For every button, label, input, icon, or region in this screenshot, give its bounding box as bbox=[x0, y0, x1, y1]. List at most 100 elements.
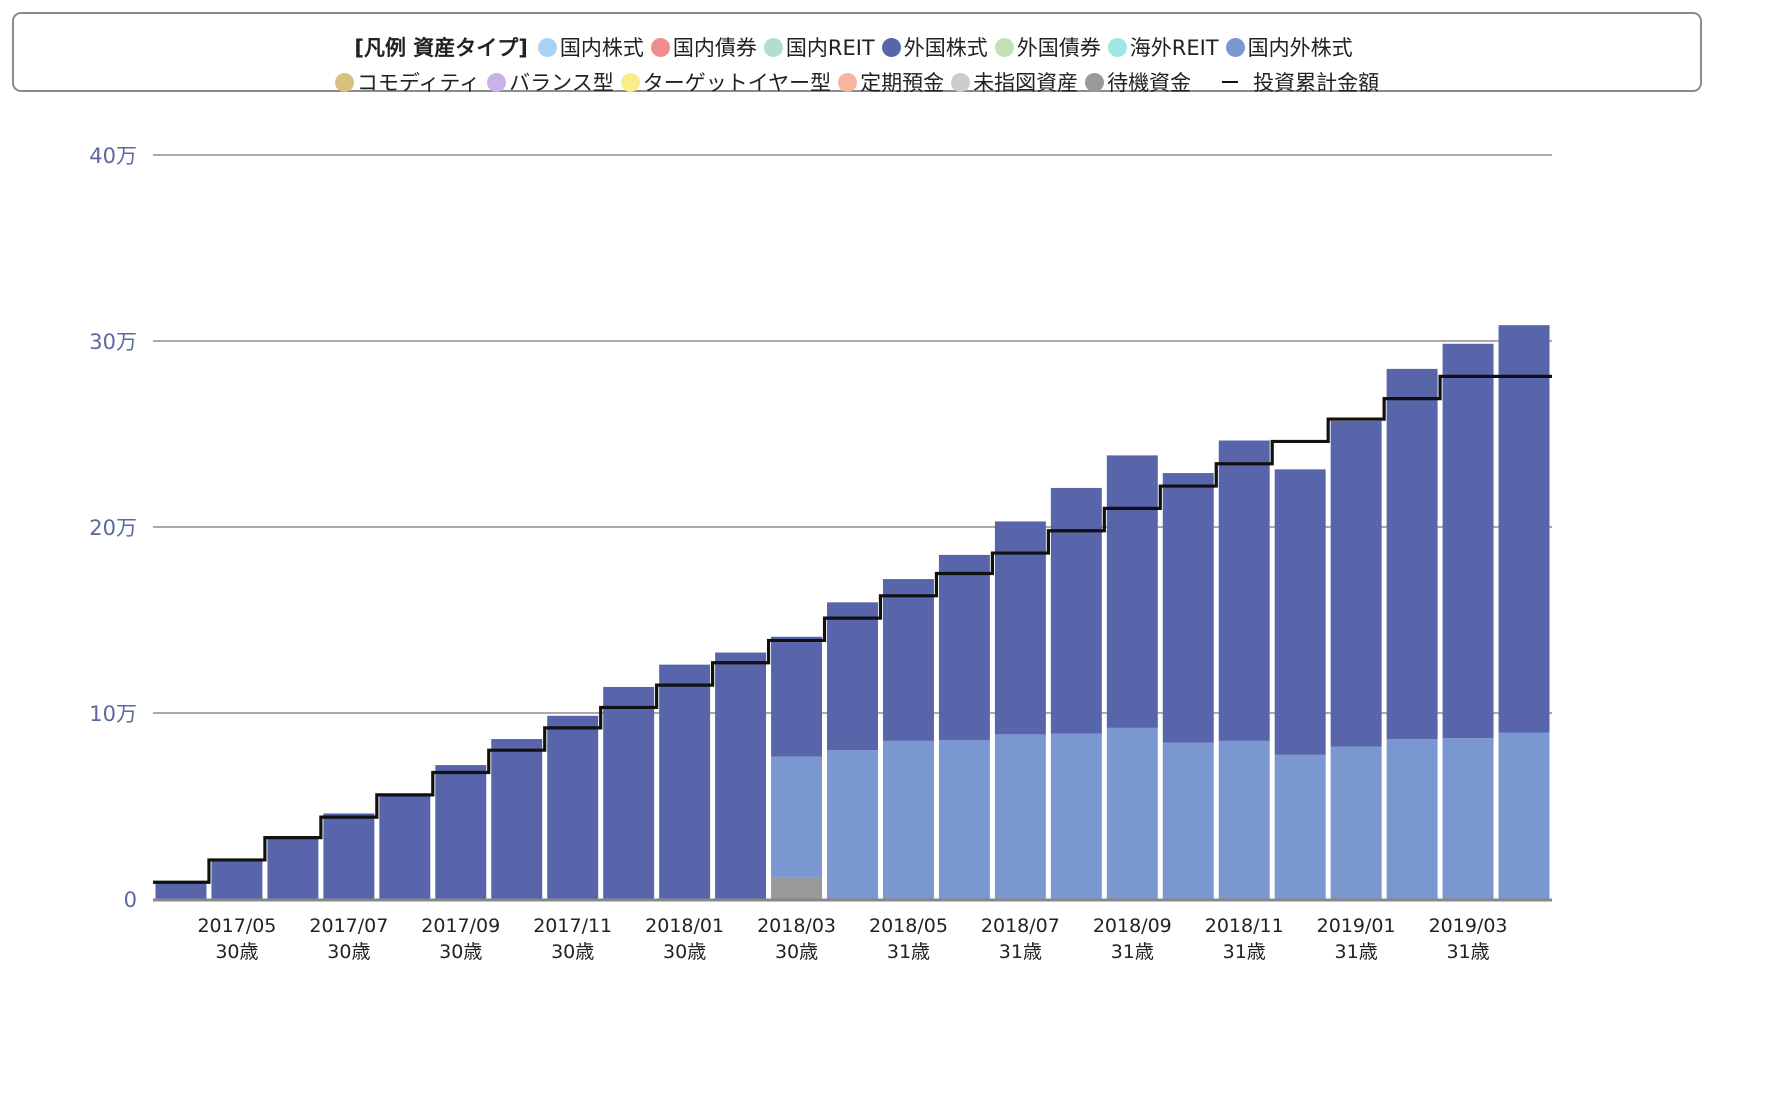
y-tick-label: 10万 bbox=[89, 702, 137, 726]
legend-item-label: 外国株式 bbox=[903, 36, 988, 60]
bar-segment bbox=[603, 686, 655, 899]
legend-title: [凡例 資産タイプ] bbox=[354, 36, 528, 60]
bar-segment bbox=[491, 739, 543, 899]
legend-item-label: 海外REIT bbox=[1129, 36, 1219, 60]
bar-segment bbox=[994, 734, 1046, 899]
legend-color-dot-icon bbox=[620, 72, 640, 92]
bar-segment bbox=[1442, 738, 1494, 899]
bar-segment bbox=[1106, 727, 1158, 899]
bar-segment bbox=[1442, 343, 1494, 739]
legend-item: 海外REIT bbox=[1107, 32, 1219, 62]
bar-segment bbox=[827, 750, 878, 899]
bar-segment bbox=[155, 883, 207, 899]
bar-segment bbox=[771, 636, 823, 757]
bar-segment bbox=[211, 859, 263, 899]
x-tick-label: 2018/01 bbox=[645, 915, 724, 937]
legend-item: ターゲットイヤー型 bbox=[620, 67, 831, 97]
legend-row-1: [凡例 資産タイプ] 国内株式 国内債券 国内REIT 外国株式 外国債券 海外REIT 国… bbox=[14, 32, 1700, 62]
x-tick-label: 2019/01 bbox=[1317, 915, 1396, 937]
bar-segment bbox=[547, 715, 599, 899]
y-tick-label: 30万 bbox=[89, 330, 137, 354]
x-tick-label: 2017/11 bbox=[533, 915, 612, 937]
x-tick-age-label: 31歳 bbox=[1446, 941, 1489, 963]
legend-item: コモディティ bbox=[334, 67, 481, 97]
legend-color-dot-icon bbox=[650, 37, 670, 57]
bar-segment bbox=[771, 877, 823, 899]
bar-segment bbox=[659, 664, 711, 899]
x-tick-age-label: 30歳 bbox=[663, 941, 706, 963]
legend-line-dash-icon bbox=[1222, 81, 1239, 83]
legend-item-label: 国内株式 bbox=[559, 36, 644, 60]
legend-line-label: 投資累計金額 bbox=[1253, 71, 1380, 95]
x-tick-label: 2017/07 bbox=[309, 915, 388, 937]
x-tick-label: 2017/09 bbox=[421, 915, 500, 937]
x-tick-age-label: 30歳 bbox=[775, 941, 818, 963]
legend-color-dot-icon bbox=[1225, 37, 1245, 57]
bar-segment bbox=[1050, 487, 1102, 734]
x-tick-label: 2018/03 bbox=[757, 915, 836, 937]
bar-segment bbox=[1162, 742, 1214, 899]
legend: [凡例 資産タイプ] 国内株式 国内債券 国内REIT 外国株式 外国債券 海外REIT 国… bbox=[12, 12, 1702, 95]
bar-segment bbox=[938, 739, 990, 899]
legend-item-label: 国内債券 bbox=[672, 36, 757, 60]
bar-segment bbox=[1330, 420, 1382, 747]
legend-item-label: 国内REIT bbox=[785, 36, 875, 60]
legend-item: 未指図資産 bbox=[951, 67, 1078, 97]
bar-segment bbox=[882, 740, 934, 899]
legend-item: 国内株式 bbox=[537, 32, 644, 62]
bar-segment bbox=[1498, 732, 1550, 899]
x-tick-age-label: 30歳 bbox=[215, 941, 258, 963]
legend-item: 国内外株式 bbox=[1225, 32, 1353, 62]
legend-item-label: 待機資金 bbox=[1107, 71, 1192, 95]
legend-item: 外国株式 bbox=[881, 32, 988, 62]
bar-segment bbox=[1050, 733, 1102, 899]
legend-item-label: 国内外株式 bbox=[1247, 36, 1353, 60]
legend-item: 定期預金 bbox=[838, 67, 944, 97]
legend-color-dot-icon bbox=[994, 37, 1014, 57]
legend-item-label: 定期預金 bbox=[860, 71, 945, 95]
legend-color-dot-icon bbox=[1107, 37, 1127, 57]
bar-segment bbox=[1386, 368, 1438, 740]
x-tick-age-label: 31歳 bbox=[1223, 941, 1266, 963]
legend-item-label: 外国債券 bbox=[1016, 36, 1101, 60]
bar-segment bbox=[771, 756, 823, 878]
x-tick-age-label: 31歳 bbox=[999, 941, 1042, 963]
x-tick-label: 2018/07 bbox=[981, 915, 1060, 937]
bar-segment bbox=[938, 554, 990, 740]
legend-item-label: コモディティ bbox=[356, 71, 481, 95]
bar-segment bbox=[379, 793, 431, 899]
x-tick-age-label: 30歳 bbox=[327, 941, 370, 963]
bar-segment bbox=[1498, 325, 1550, 733]
bar-segment bbox=[882, 579, 934, 741]
legend-item-label: バランス型 bbox=[509, 71, 614, 95]
y-tick-label: 40万 bbox=[89, 144, 137, 168]
bar-segment bbox=[994, 521, 1046, 735]
bar-segment bbox=[1106, 455, 1158, 728]
y-tick-label: 0 bbox=[124, 888, 137, 912]
bar-segment bbox=[435, 765, 487, 899]
cumulative-investment-line bbox=[153, 374, 1552, 884]
bar-segment bbox=[1274, 754, 1326, 899]
x-tick-label: 2018/05 bbox=[869, 915, 948, 937]
legend-color-dot-icon bbox=[763, 37, 783, 57]
bar-segment bbox=[827, 602, 878, 751]
legend-color-dot-icon bbox=[951, 72, 971, 92]
bar-segment bbox=[1218, 740, 1270, 899]
bar-segment bbox=[715, 652, 767, 899]
bar-segment bbox=[323, 813, 375, 899]
x-tick-age-label: 31歳 bbox=[1111, 941, 1154, 963]
x-tick-label: 2017/05 bbox=[197, 915, 276, 937]
legend-item: 待機資金 bbox=[1085, 67, 1191, 97]
legend-item: 国内債券 bbox=[650, 32, 757, 62]
x-tick-label: 2018/11 bbox=[1205, 915, 1284, 937]
bar-segment bbox=[1162, 473, 1214, 743]
legend-color-dot-icon bbox=[838, 72, 858, 92]
legend-color-dot-icon bbox=[1085, 72, 1105, 92]
x-tick-age-label: 31歳 bbox=[1335, 941, 1378, 963]
x-tick-age-label: 31歳 bbox=[887, 941, 930, 963]
bar-segment bbox=[267, 838, 319, 899]
legend-item: 外国債券 bbox=[994, 32, 1101, 62]
legend-color-dot-icon bbox=[537, 37, 557, 57]
y-tick-label: 20万 bbox=[89, 516, 137, 540]
